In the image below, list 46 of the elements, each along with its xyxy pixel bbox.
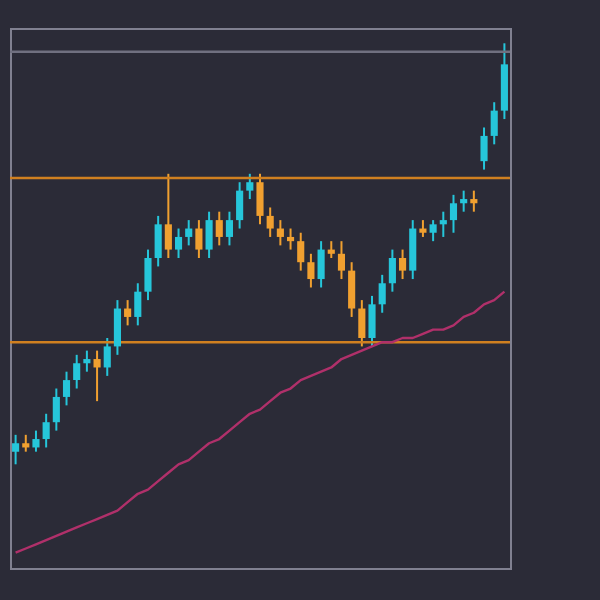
candlestick	[164, 172, 172, 259]
candlestick	[185, 219, 193, 247]
candlestick	[215, 210, 223, 247]
candlestick	[297, 231, 305, 272]
candlestick	[73, 353, 81, 390]
candlestick	[83, 349, 91, 373]
candlestick	[276, 219, 284, 247]
candlestick	[42, 412, 50, 449]
candlestick	[134, 282, 142, 327]
candlestick	[460, 189, 468, 213]
candlestick	[348, 261, 356, 318]
candlestick	[388, 248, 396, 293]
candlestick	[337, 240, 346, 281]
candlestick	[52, 387, 60, 432]
candlestick	[439, 210, 447, 238]
candlestick	[480, 126, 488, 171]
candlestick	[195, 219, 203, 259]
candlestick	[205, 210, 213, 259]
candlestick	[490, 101, 498, 146]
candlestick	[62, 370, 71, 407]
candlestick	[32, 429, 40, 453]
candlestick	[103, 337, 111, 377]
candlestick	[378, 273, 386, 314]
candlestick	[317, 240, 325, 289]
candlestick	[409, 219, 417, 281]
candlestick	[286, 227, 295, 251]
candlestick	[246, 172, 254, 201]
candlestick	[225, 210, 234, 247]
candlestick	[429, 219, 437, 243]
candlestick	[93, 349, 101, 403]
candlestick	[307, 252, 315, 289]
candlestick	[174, 227, 183, 259]
candlestick	[256, 172, 264, 226]
candlestick	[449, 193, 458, 234]
candlestick	[236, 181, 244, 230]
candlestick	[113, 299, 121, 356]
candlestick	[124, 299, 132, 327]
candlestick	[399, 248, 407, 281]
candlestick	[500, 42, 508, 121]
candlestick	[266, 206, 274, 238]
candlestick	[358, 299, 366, 348]
candlestick	[154, 214, 162, 268]
candlestick	[368, 294, 376, 348]
candlestick	[470, 189, 478, 213]
candlestick	[144, 248, 152, 302]
candlestick	[12, 433, 20, 466]
